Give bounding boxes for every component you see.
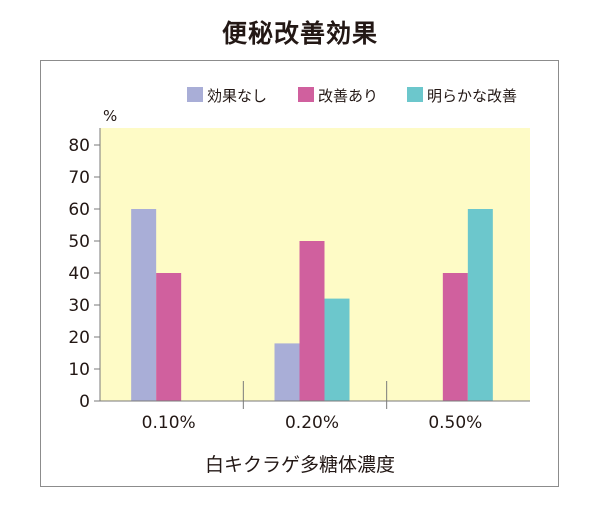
bar <box>442 273 468 401</box>
x-axis-title: 白キクラゲ多糖体濃度 <box>204 454 395 476</box>
bar <box>467 209 493 401</box>
y-tick-label: 20 <box>68 328 90 348</box>
y-tick-label: 0 <box>79 392 90 412</box>
legend-label: 明らかな改善 <box>427 87 517 105</box>
legend-label: 効果なし <box>207 87 267 105</box>
y-axis: 0 10 20 30 40 50 60 70 80 <box>68 128 101 412</box>
x-tick-label: 0.10% <box>142 413 196 433</box>
y-tick-label: 10 <box>68 360 90 380</box>
x-tick-label: 0.50% <box>428 413 482 433</box>
legend-swatch <box>187 87 203 102</box>
bar <box>131 209 157 401</box>
y-tick-label: 30 <box>68 296 90 316</box>
y-tick-label: 50 <box>68 232 90 252</box>
bar <box>156 273 182 401</box>
bar <box>324 298 350 401</box>
bars <box>131 209 493 401</box>
legend: 効果なし 改善あり 明らかな改善 <box>187 87 517 105</box>
chart-title: 便秘改善効果 <box>221 19 378 48</box>
y-axis-unit: % <box>103 107 117 125</box>
bar <box>299 241 325 401</box>
legend-swatch <box>298 87 314 102</box>
y-tick-label: 40 <box>68 264 90 284</box>
y-tick-label: 80 <box>68 136 90 156</box>
y-tick-label: 70 <box>68 168 90 188</box>
bar <box>274 343 300 401</box>
x-axis: 0.10% 0.20% 0.50% <box>100 381 530 433</box>
legend-label: 改善あり <box>318 87 378 105</box>
y-tick-label: 60 <box>68 200 90 220</box>
legend-swatch <box>407 87 423 102</box>
x-tick-label: 0.20% <box>285 413 339 433</box>
